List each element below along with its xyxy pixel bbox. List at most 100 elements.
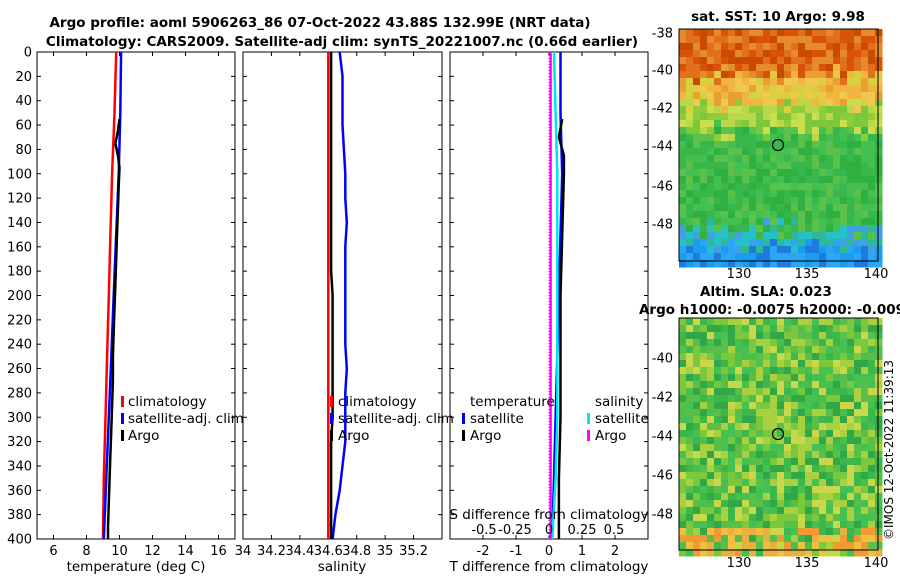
sst-cell [833, 218, 841, 226]
sst-cell [777, 92, 785, 100]
sla-cell [854, 507, 862, 515]
sla-cell [854, 409, 862, 417]
sst-cell [749, 190, 757, 198]
sst-cell [875, 113, 883, 121]
sla-cell [826, 465, 834, 473]
sst-cell [833, 78, 841, 86]
sst-cell [868, 127, 876, 135]
sla-cell [875, 360, 883, 368]
sst-cell [714, 211, 722, 219]
sla-cell [791, 374, 799, 382]
sst-cell [714, 85, 722, 93]
sla-cell [819, 318, 827, 326]
sla-cell [728, 402, 736, 410]
sst-map-frame [678, 28, 879, 262]
map-y-tick-label: -44 [652, 140, 673, 155]
sla-cell [686, 458, 694, 466]
sst-cell [679, 260, 687, 268]
sla-cell [812, 514, 820, 522]
sla-cell [742, 353, 750, 361]
sst-cell [770, 148, 778, 156]
sst-cell [770, 246, 778, 254]
sla-cell [826, 430, 834, 438]
y-tick-label: 380 [7, 508, 32, 523]
sst-cell [742, 169, 750, 177]
sla-cell [784, 402, 792, 410]
x-tick-label: 8 [82, 544, 90, 559]
sla-cell [875, 402, 883, 410]
sla-cell [784, 325, 792, 333]
sst-cell [700, 162, 708, 170]
sla-cell [707, 437, 715, 445]
sst-cell [861, 78, 869, 86]
sla-map-ticks: 130 135 140-40-42-44-46-48 [652, 352, 889, 572]
sla-cell [770, 423, 778, 431]
sla-cell [854, 451, 862, 459]
sla-cell [868, 535, 876, 543]
sst-cell [826, 85, 834, 93]
sla-cell [875, 479, 883, 487]
sla-cell [826, 458, 834, 466]
sla-cell [791, 514, 799, 522]
sst-cell [819, 85, 827, 93]
sst-cell [763, 204, 771, 212]
sla-cell [840, 521, 848, 529]
sla-cell [756, 472, 764, 480]
sst-cell [819, 232, 827, 240]
sla-cell [861, 437, 869, 445]
sst-cell [819, 204, 827, 212]
sla-cell [791, 360, 799, 368]
sla-cell [826, 493, 834, 501]
sla-cell [714, 381, 722, 389]
sla-cell [679, 381, 687, 389]
sst-cell [840, 162, 848, 170]
sst-cell [812, 106, 820, 114]
sst-cell [721, 197, 729, 205]
sla-cell [868, 374, 876, 382]
sst-cell [707, 50, 715, 58]
sst-cell [749, 71, 757, 79]
sla-cell [791, 409, 799, 417]
sst-cell [868, 176, 876, 184]
sst-cell [798, 43, 806, 51]
sla-cell [714, 465, 722, 473]
sla-cell [805, 367, 813, 375]
sst-cell [812, 29, 820, 37]
sst-cell [812, 253, 820, 261]
sla-cell [840, 528, 848, 536]
sla-cell [679, 325, 687, 333]
sla-cell [805, 514, 813, 522]
sst-cell [861, 92, 869, 100]
sst-cell [784, 197, 792, 205]
sla-cell [749, 493, 757, 501]
sst-cell [875, 71, 883, 79]
sla-cell [756, 388, 764, 396]
sst-cell [868, 197, 876, 205]
sla-cell [686, 339, 694, 347]
sla-cell [791, 430, 799, 438]
sst-cell [847, 176, 855, 184]
sst-cell [833, 204, 841, 212]
sst-cell [798, 29, 806, 37]
sla-cell [798, 423, 806, 431]
sst-cell [756, 36, 764, 44]
sst-cell [749, 204, 757, 212]
sst-cell [798, 225, 806, 233]
sst-cell [875, 218, 883, 226]
sst-cell [812, 176, 820, 184]
sla-cell [763, 535, 771, 543]
sst-cell [861, 211, 869, 219]
sst-cell [840, 64, 848, 72]
sla-cell [679, 409, 687, 417]
sst-cell [784, 64, 792, 72]
sla-cell [763, 493, 771, 501]
sla-cell [833, 549, 841, 557]
sla-cell [875, 437, 883, 445]
sla-cell [798, 451, 806, 459]
sst-cell [742, 92, 750, 100]
sst-cell [693, 78, 701, 86]
sla-cell [756, 549, 764, 557]
sst-cell [847, 99, 855, 107]
sst-cell [693, 176, 701, 184]
sst-cell [735, 155, 743, 163]
